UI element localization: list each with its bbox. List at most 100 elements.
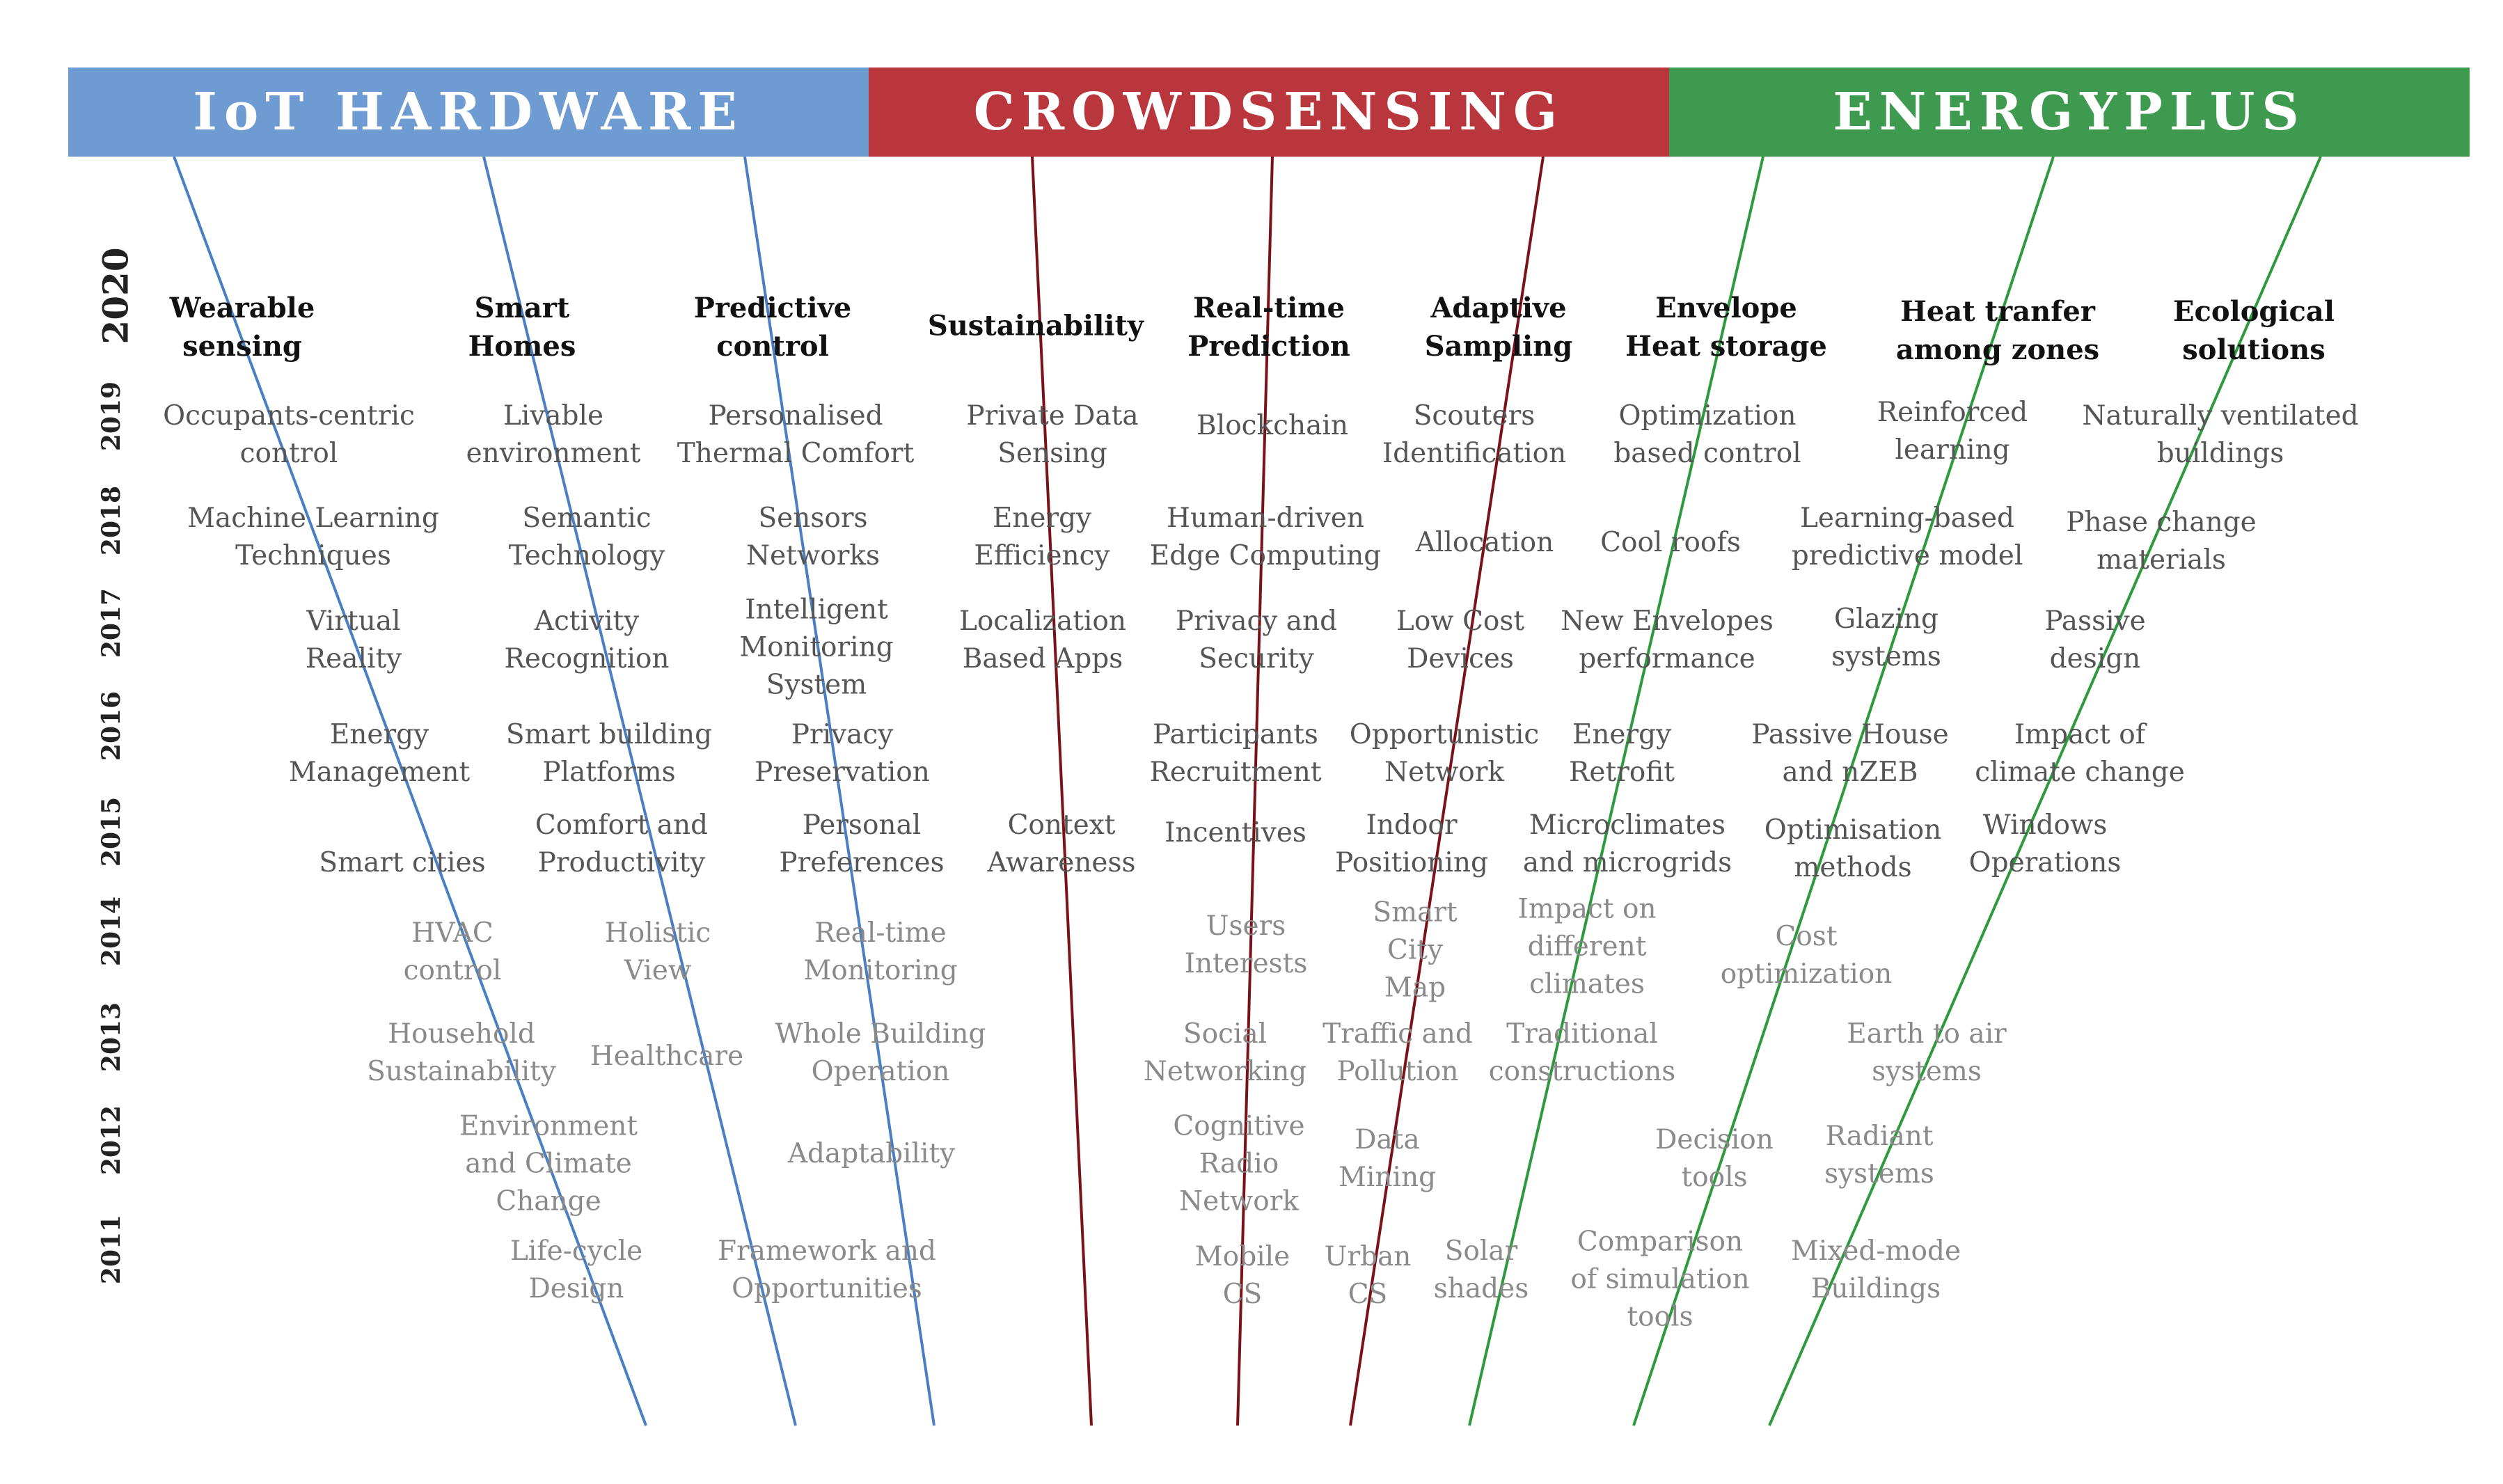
topic-2016: Participants Recruitment xyxy=(1149,719,1322,788)
topic-2018: Learning-based predictive model xyxy=(1791,503,2023,571)
topic-2013: Social Networking xyxy=(1143,1018,1307,1087)
topic-2013: Healthcare xyxy=(590,1041,744,1073)
iot-line-3 xyxy=(743,156,935,1426)
topic-2020: Envelope Heat storage xyxy=(1625,291,1827,363)
topic-2013: Earth to air systems xyxy=(1847,1018,2007,1087)
topic-2019: Blockchain xyxy=(1197,410,1348,442)
year-label-2014: 2014 xyxy=(97,896,126,967)
topic-2017: Virtual Reality xyxy=(305,606,402,674)
year-label-2013: 2013 xyxy=(97,1002,126,1073)
topic-2018: Human-driven Edge Computing xyxy=(1149,503,1382,571)
header-energyplus: ENERGYPLUS xyxy=(1669,68,2470,157)
topic-2014: Cost optimization xyxy=(1720,921,1893,990)
topic-2011: Life-cycle Design xyxy=(510,1236,643,1304)
topic-2017: Passive design xyxy=(2044,606,2146,674)
topic-2014: HVAC control xyxy=(403,917,502,986)
topic-2017: New Envelopes performance xyxy=(1561,606,1774,674)
topic-2016: Passive House and nZEB xyxy=(1751,719,1949,788)
year-label-2020: 2020 xyxy=(95,247,136,345)
year-label-2012: 2012 xyxy=(97,1105,126,1176)
topic-2015: Comfort and Productivity xyxy=(535,810,709,878)
topic-2019: Optimization based control xyxy=(1613,400,1801,469)
topic-2016: Opportunistic Network xyxy=(1349,719,1540,788)
topic-2015: Personal Preferences xyxy=(779,810,945,878)
energy-line-3 xyxy=(1768,156,2322,1426)
iot-line-2 xyxy=(482,156,797,1426)
crowd-line-3 xyxy=(1349,156,1545,1426)
topic-2016: Smart building Platforms xyxy=(505,719,713,788)
topic-2020: Adaptive Sampling xyxy=(1424,291,1573,363)
topic-2012: Cognitive Radio Network xyxy=(1173,1110,1305,1217)
topic-2015: Smart cities xyxy=(319,847,486,879)
topic-2012: Decision tools xyxy=(1655,1124,1774,1193)
topic-2017: Activity Recognition xyxy=(504,606,670,674)
topic-2020: Heat tranfer among zones xyxy=(1895,294,2100,366)
year-label-2019: 2019 xyxy=(97,381,126,452)
topic-2015: Incentives xyxy=(1164,817,1306,849)
topic-2017: Glazing systems xyxy=(1831,603,1941,672)
topic-2019: Naturally ventilated buildings xyxy=(2082,400,2359,469)
topic-2011: Urban CS xyxy=(1324,1241,1412,1310)
topic-2011: Mixed-mode Buildings xyxy=(1790,1236,1961,1304)
iot-line-1 xyxy=(173,156,647,1426)
topic-2011: Solar shades xyxy=(1433,1236,1529,1304)
topic-2020: Smart Homes xyxy=(468,291,576,363)
topic-2018: Cool roofs xyxy=(1600,527,1741,559)
topic-2017: Low Cost Devices xyxy=(1396,606,1525,674)
topic-2014: Real-time Monitoring xyxy=(803,917,958,986)
topic-2018: Allocation xyxy=(1415,527,1554,559)
topic-2019: Private Data Sensing xyxy=(966,400,1139,469)
year-label-2015: 2015 xyxy=(97,796,126,867)
topic-2017: Localization Based Apps xyxy=(959,606,1126,674)
topic-2019: Livable environment xyxy=(466,400,641,469)
topic-2019: Reinforced learning xyxy=(1877,397,2028,466)
energy-line-1 xyxy=(1468,156,1764,1426)
topic-2012: Environment and Climate Change xyxy=(459,1110,638,1217)
crowd-line-1 xyxy=(1031,156,1093,1426)
topic-2020: Sustainability xyxy=(927,309,1144,342)
topic-2014: Holistic View xyxy=(604,917,711,986)
topic-2020: Ecological solutions xyxy=(2172,294,2335,366)
topic-2015: Context Awareness xyxy=(987,810,1136,878)
topic-2011: Framework and Opportunities xyxy=(718,1236,936,1304)
topic-2017: Privacy and Security xyxy=(1175,606,1338,674)
topic-2018: Sensors Networks xyxy=(745,503,881,571)
topic-2011: Mobile CS xyxy=(1194,1241,1290,1310)
crowd-line-2 xyxy=(1236,156,1274,1426)
topic-2019: Personalised Thermal Comfort xyxy=(677,400,915,469)
year-label-2018: 2018 xyxy=(97,485,126,556)
topic-2020: Wearable sensing xyxy=(169,291,315,363)
header-crowdsensing: CROWDSENSING xyxy=(869,68,1669,157)
topic-2013: Traffic and Pollution xyxy=(1322,1018,1473,1087)
topic-2014: Smart City Map xyxy=(1373,897,1458,1003)
year-label-2011: 2011 xyxy=(97,1214,126,1285)
topic-2012: Radiant systems xyxy=(1824,1121,1934,1190)
year-label-2016: 2016 xyxy=(97,690,126,761)
topic-2014: Impact on different climates xyxy=(1517,893,1657,1000)
topic-2018: Energy Efficiency xyxy=(974,503,1110,571)
year-label-2017: 2017 xyxy=(97,587,126,658)
topic-2014: Users Interests xyxy=(1184,910,1308,979)
topic-2020: Real-time Prediction xyxy=(1187,291,1350,363)
topic-2012: Data Mining xyxy=(1338,1124,1437,1193)
topic-2019: Occupants-centric control xyxy=(163,400,415,469)
topic-2019: Scouters Identification xyxy=(1382,400,1567,469)
topic-2013: Household Sustainability xyxy=(367,1018,556,1087)
topic-2011: Comparison of simulation tools xyxy=(1570,1226,1750,1332)
topic-2018: Machine Learning Techniques xyxy=(187,503,439,571)
topic-2015: Microclimates and microgrids xyxy=(1522,810,1732,878)
topic-2013: Traditional constructions xyxy=(1488,1018,1676,1087)
topic-2012: Adaptability xyxy=(787,1138,956,1170)
topic-2015: Windows Operations xyxy=(1968,810,2122,878)
topic-2016: Impact of climate change xyxy=(1975,719,2185,788)
topic-2016: Energy Retrofit xyxy=(1569,719,1675,788)
energy-line-2 xyxy=(1632,156,2055,1426)
topic-2018: Phase change materials xyxy=(2066,507,2257,576)
topic-2015: Optimisation methods xyxy=(1764,814,1942,883)
header-iot-hardware: IoT HARDWARE xyxy=(68,68,869,157)
topic-2015: Indoor Positioning xyxy=(1335,810,1488,878)
topic-2016: Privacy Preservation xyxy=(755,719,930,788)
topic-2020: Predictive control xyxy=(693,291,852,363)
